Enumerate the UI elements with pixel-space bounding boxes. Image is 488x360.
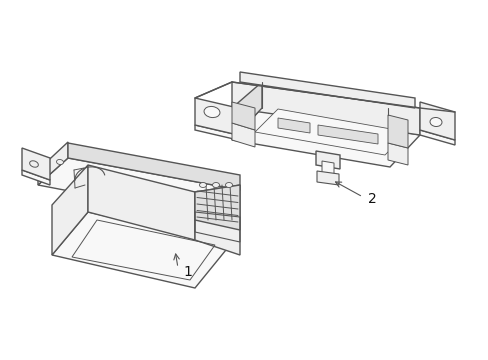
Polygon shape — [231, 108, 419, 167]
Polygon shape — [22, 170, 50, 185]
Polygon shape — [195, 185, 240, 255]
Polygon shape — [88, 165, 195, 240]
Polygon shape — [240, 72, 414, 108]
Polygon shape — [387, 143, 407, 165]
Polygon shape — [22, 148, 50, 180]
Polygon shape — [254, 109, 407, 155]
Polygon shape — [231, 102, 254, 130]
Ellipse shape — [212, 183, 219, 188]
Polygon shape — [231, 123, 254, 147]
Polygon shape — [195, 185, 240, 230]
Ellipse shape — [199, 183, 206, 188]
Polygon shape — [231, 82, 262, 140]
Polygon shape — [316, 171, 338, 185]
Text: 1: 1 — [183, 265, 191, 279]
Polygon shape — [419, 130, 454, 145]
Polygon shape — [38, 142, 68, 185]
Ellipse shape — [57, 159, 63, 165]
Polygon shape — [52, 212, 229, 288]
Text: 2: 2 — [367, 192, 376, 206]
Polygon shape — [419, 102, 454, 140]
Polygon shape — [38, 158, 240, 218]
Polygon shape — [52, 165, 88, 255]
Polygon shape — [321, 161, 333, 177]
Polygon shape — [68, 143, 240, 190]
Polygon shape — [231, 82, 419, 135]
Polygon shape — [317, 125, 377, 144]
Polygon shape — [195, 98, 238, 135]
Polygon shape — [315, 151, 339, 169]
Polygon shape — [387, 115, 407, 148]
Polygon shape — [278, 118, 309, 133]
Ellipse shape — [429, 117, 441, 126]
Ellipse shape — [203, 107, 220, 118]
Ellipse shape — [30, 161, 38, 167]
Ellipse shape — [225, 183, 232, 188]
Polygon shape — [195, 125, 238, 140]
